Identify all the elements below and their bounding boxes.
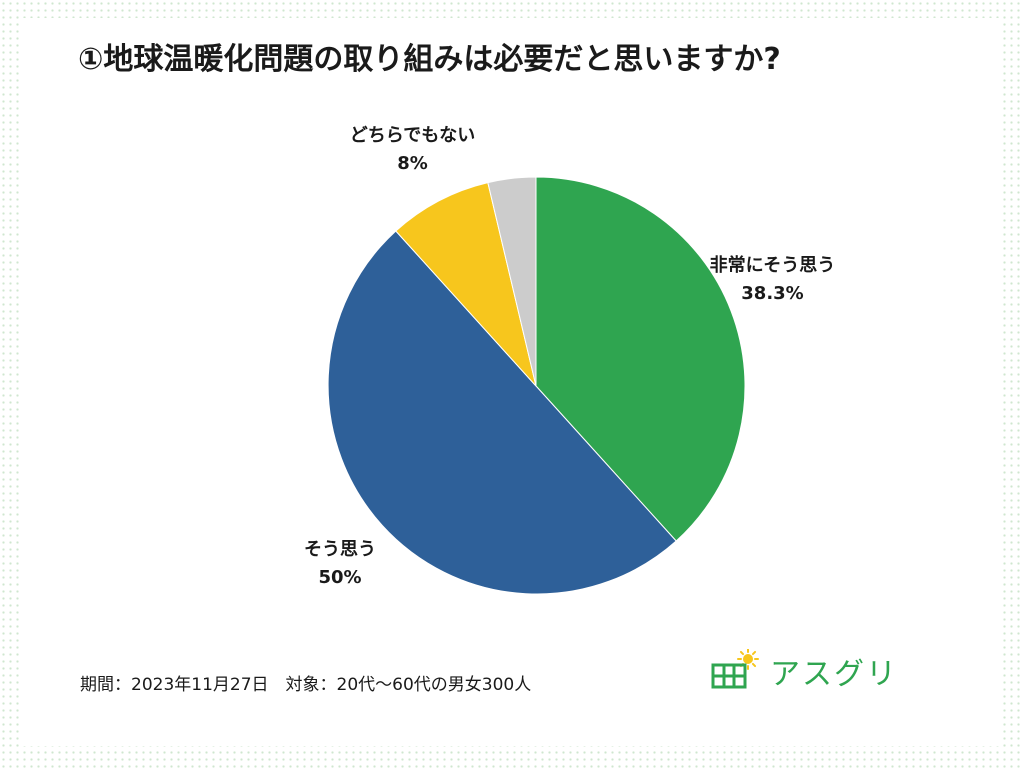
pie-slice-very-much-agree <box>535 176 746 542</box>
brand-logo: アスグリ <box>710 648 898 694</box>
slice-name-neutral: どちらでもない <box>349 125 476 146</box>
solar-panel-icon <box>711 663 747 689</box>
slice-label-very-much-agree: 非常にそう思う 38.3% <box>700 252 845 308</box>
survey-period-text: 期間：2023年11月27日 対象：20代～60代の男女300人 <box>80 675 532 695</box>
pie-slice-agree <box>327 230 677 595</box>
slice-name-very-much-agree: 非常にそう思う <box>709 255 836 276</box>
pie-slice-neutral <box>395 182 537 387</box>
slice-name-agree: そう思う <box>304 539 376 560</box>
slice-label-neutral: どちらでもない 8% <box>335 122 490 178</box>
solar-panel-sun-icon <box>711 649 759 689</box>
slice-value-neutral: 8% <box>397 153 428 174</box>
slice-value-very-much-agree: 38.3% <box>741 283 804 304</box>
slice-value-agree: 50% <box>318 567 362 588</box>
slice-label-agree: そう思う 50% <box>285 536 395 592</box>
chart-title: ①地球温暖化問題の取り組みは必要だと思いますか? <box>78 42 781 77</box>
pie-slice-other <box>487 176 537 387</box>
brand-name: アスグリ <box>770 657 898 692</box>
